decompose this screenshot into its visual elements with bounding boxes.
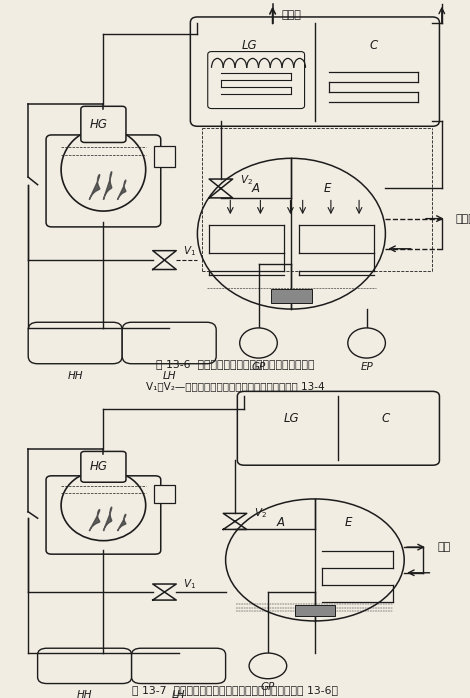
FancyBboxPatch shape — [132, 648, 226, 683]
Circle shape — [249, 653, 287, 678]
FancyBboxPatch shape — [154, 485, 175, 503]
Text: A: A — [277, 517, 285, 529]
FancyBboxPatch shape — [81, 106, 126, 142]
Ellipse shape — [61, 128, 146, 211]
FancyBboxPatch shape — [154, 146, 175, 167]
Text: EP: EP — [360, 362, 373, 372]
Circle shape — [240, 328, 277, 358]
Text: 热水: 热水 — [437, 542, 450, 552]
Text: 图 13-6  直燃式溴化锂吸收式冷热水机组制冷流程: 图 13-6 直燃式溴化锂吸收式冷热水机组制冷流程 — [156, 359, 314, 369]
Text: GP: GP — [251, 362, 266, 372]
Text: 冷冻水: 冷冻水 — [456, 214, 470, 223]
Text: LG: LG — [283, 412, 299, 425]
Polygon shape — [118, 514, 126, 531]
Text: C: C — [381, 412, 390, 425]
Polygon shape — [103, 507, 112, 531]
Text: HH: HH — [68, 371, 83, 381]
Text: $V_1$: $V_1$ — [183, 577, 196, 591]
Ellipse shape — [61, 470, 146, 541]
Text: $V_1$: $V_1$ — [183, 244, 196, 258]
Text: GP: GP — [261, 682, 275, 692]
Text: $V_2$: $V_2$ — [240, 173, 253, 186]
Circle shape — [226, 499, 404, 621]
Bar — [295, 605, 335, 616]
Text: $V_2$: $V_2$ — [254, 507, 267, 521]
Text: E: E — [345, 517, 352, 529]
FancyBboxPatch shape — [81, 452, 126, 482]
Text: E: E — [323, 182, 331, 195]
Text: LH: LH — [172, 690, 185, 698]
Circle shape — [197, 158, 385, 309]
Polygon shape — [89, 510, 100, 531]
Text: 冷却水: 冷却水 — [282, 10, 302, 20]
Text: C: C — [369, 38, 378, 52]
Polygon shape — [89, 174, 100, 200]
Circle shape — [348, 328, 385, 358]
FancyBboxPatch shape — [208, 52, 305, 109]
Text: HG: HG — [90, 118, 108, 131]
Text: HG: HG — [90, 460, 108, 473]
Text: V₁、V₂—制冷与采暖运行的切换阀，其余符号同图 13-4: V₁、V₂—制冷与采暖运行的切换阀，其余符号同图 13-4 — [146, 382, 324, 392]
FancyBboxPatch shape — [122, 322, 216, 364]
Polygon shape — [118, 180, 126, 200]
FancyBboxPatch shape — [38, 648, 132, 683]
FancyBboxPatch shape — [190, 17, 439, 126]
FancyBboxPatch shape — [237, 392, 439, 465]
Bar — [271, 290, 312, 303]
Text: LH: LH — [163, 371, 176, 381]
Polygon shape — [103, 172, 112, 200]
FancyBboxPatch shape — [46, 476, 161, 554]
Text: A: A — [251, 182, 260, 195]
FancyBboxPatch shape — [28, 322, 122, 364]
Text: LG: LG — [241, 38, 257, 52]
Text: HH: HH — [77, 690, 92, 698]
Text: 图 13-7  直燃式吸收式冷热水机组采暖流程（符号同图 13-6）: 图 13-7 直燃式吸收式冷热水机组采暖流程（符号同图 13-6） — [132, 685, 338, 695]
FancyBboxPatch shape — [46, 135, 161, 227]
